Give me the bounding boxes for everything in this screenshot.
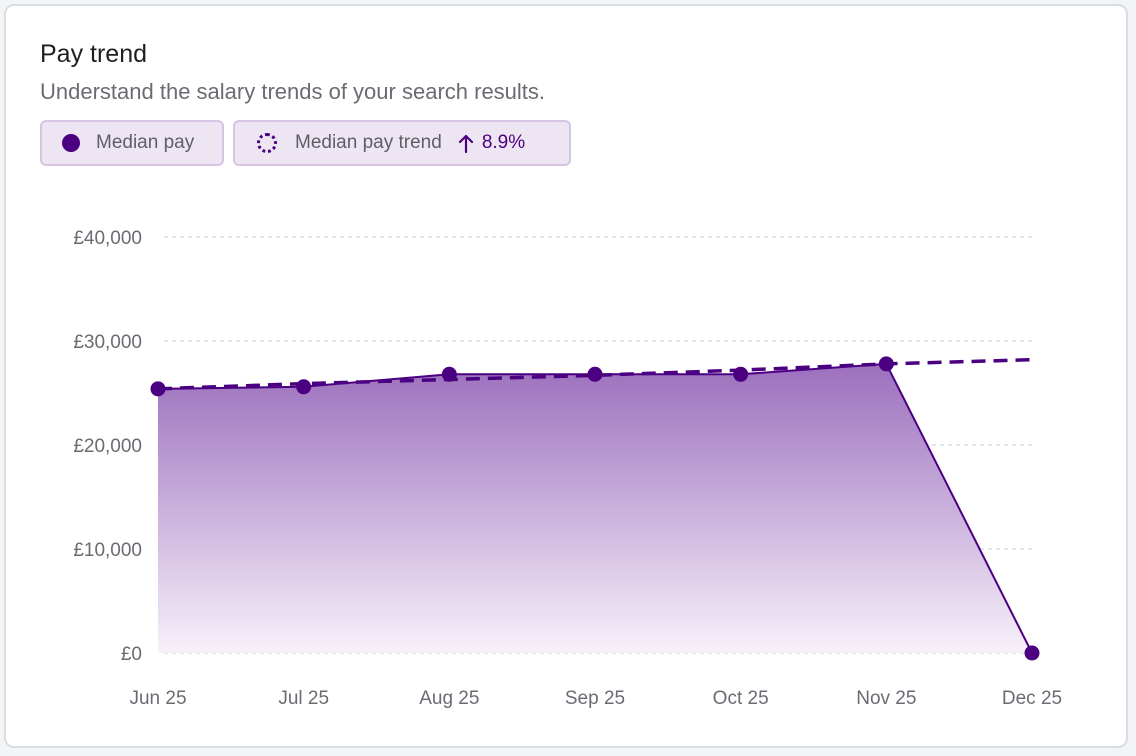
legend-median-pay-label: Median pay xyxy=(96,132,195,153)
median-pay-point[interactable] xyxy=(733,366,749,382)
legend-median-pay-trend-label: Median pay trend xyxy=(295,132,442,153)
median-pay-point[interactable] xyxy=(1024,645,1040,661)
x-tick-label: Sep 25 xyxy=(565,688,625,709)
x-tick-label: Jul 25 xyxy=(278,688,329,709)
median-pay-trend-dot-icon xyxy=(257,133,277,153)
y-tick-label: £30,000 xyxy=(73,332,142,353)
median-pay-point[interactable] xyxy=(150,381,166,397)
median-pay-point[interactable] xyxy=(296,379,312,395)
x-tick-label: Nov 25 xyxy=(856,688,916,709)
median-pay-point[interactable] xyxy=(441,366,457,382)
y-tick-label: £20,000 xyxy=(73,436,142,457)
median-pay-point[interactable] xyxy=(878,356,894,372)
card-subtitle: Understand the salary trends of your sea… xyxy=(40,79,546,104)
card-title: Pay trend xyxy=(40,40,148,68)
y-tick-label: £0 xyxy=(121,644,142,665)
x-tick-label: Oct 25 xyxy=(713,688,769,709)
y-tick-label: £40,000 xyxy=(73,228,142,249)
y-tick-label: £10,000 xyxy=(73,540,142,561)
arrow-up-icon xyxy=(458,133,474,153)
x-tick-label: Jun 25 xyxy=(129,688,186,709)
median-pay-area xyxy=(158,363,1032,653)
legend-median-pay-trend-toggle[interactable]: Median pay trend 8.9% xyxy=(233,120,571,166)
legend-median-pay-toggle[interactable]: Median pay xyxy=(40,120,224,166)
x-tick-label: Aug 25 xyxy=(419,688,479,709)
trend-percentage: 8.9% xyxy=(481,132,526,153)
median-pay-point[interactable] xyxy=(587,366,603,382)
x-tick-label: Dec 25 xyxy=(1002,688,1062,709)
median-pay-dot-icon xyxy=(62,134,80,152)
